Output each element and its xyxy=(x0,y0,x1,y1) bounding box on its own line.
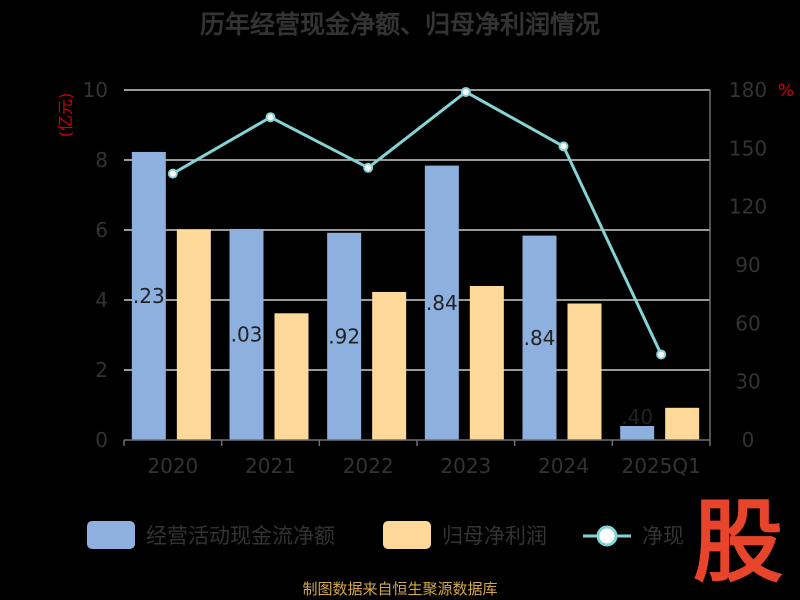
bar-netprofit xyxy=(567,303,602,440)
legend-label-line[interactable]: 净现 xyxy=(642,524,684,548)
legend-label-netprofit[interactable]: 归母净利润 xyxy=(442,524,547,548)
y-left-tick-label: 10 xyxy=(83,78,108,102)
y-right-tick-labels: 0 30 60 90 120 150 180 xyxy=(729,78,767,452)
x-tick-label: 2025Q1 xyxy=(621,454,700,478)
line-point xyxy=(167,168,178,179)
legend-swatch-cashflow xyxy=(87,521,135,549)
bar-cashflow xyxy=(327,232,362,440)
grid-lines xyxy=(124,89,710,371)
x-tick-label: 2020 xyxy=(147,454,198,478)
y-right-tick-label: 150 xyxy=(729,136,767,160)
bar-cashflow xyxy=(229,228,264,440)
y-right-tick-label: 120 xyxy=(729,195,767,219)
y-left-tick-label: 6 xyxy=(95,218,108,242)
bar-data-label: .84 xyxy=(426,291,458,315)
right-axis-unit: % xyxy=(778,81,794,101)
bar-data-label: .03 xyxy=(231,322,263,346)
bar-netprofit xyxy=(665,407,700,440)
bar-netprofit xyxy=(469,286,504,440)
bar-netprofit xyxy=(274,313,309,440)
x-axis: 2020 2021 2022 2023 2024 2025Q1 xyxy=(123,90,711,478)
x-tick-label: 2024 xyxy=(538,454,589,478)
line-point xyxy=(460,86,471,97)
line-series xyxy=(167,86,667,360)
bar-cashflow xyxy=(620,426,655,440)
bar-data-label: .92 xyxy=(328,324,360,348)
legend[interactable]: 经营活动现金流净额 归母净利润 净现 xyxy=(87,521,684,549)
y-right-tick-label: 60 xyxy=(735,311,760,335)
y-left-tick-label: 0 xyxy=(95,428,108,452)
y-left-tick-labels: 0 2 4 6 8 10 xyxy=(83,78,108,452)
legend-swatch-netprofit xyxy=(383,521,431,549)
line-point xyxy=(363,162,374,173)
bar-netprofit xyxy=(176,229,211,440)
x-tick-label: 2021 xyxy=(245,454,296,478)
line-point xyxy=(656,349,667,360)
bar-cashflow xyxy=(424,165,459,440)
y-right-tick-label: 90 xyxy=(735,253,760,277)
bar-cashflow xyxy=(131,151,166,440)
line-point xyxy=(558,141,569,152)
legend-label-cashflow[interactable]: 经营活动现金流净额 xyxy=(146,524,335,548)
y-right-tick-label: 180 xyxy=(729,78,767,102)
bar-netprofit xyxy=(372,291,407,440)
y-right-tick-label: 30 xyxy=(735,370,760,394)
x-tick-label: 2023 xyxy=(440,454,491,478)
bars: .23 .03 .92 .84 .84 .40 xyxy=(131,151,700,440)
legend-swatch-line-marker xyxy=(596,525,618,547)
watermark-logo: 股 xyxy=(693,490,783,595)
bar-data-label: .40 xyxy=(621,405,653,429)
bar-data-label: .23 xyxy=(133,284,165,308)
chart-title: 历年经营现金净额、归母净利润情况 xyxy=(200,10,600,39)
source-note: 制图数据来自恒生聚源数据库 xyxy=(302,580,498,598)
line-point xyxy=(265,112,276,123)
line-path xyxy=(172,90,663,356)
y-left-tick-label: 4 xyxy=(95,288,108,312)
bar-data-label: .84 xyxy=(524,326,556,350)
left-axis-unit: (亿元) xyxy=(56,93,75,138)
y-left-tick-label: 2 xyxy=(95,358,108,382)
y-right-tick-label: 0 xyxy=(742,428,755,452)
x-tick-label: 2022 xyxy=(343,454,394,478)
bar-cashflow xyxy=(522,235,557,440)
y-left-tick-label: 8 xyxy=(95,148,108,172)
